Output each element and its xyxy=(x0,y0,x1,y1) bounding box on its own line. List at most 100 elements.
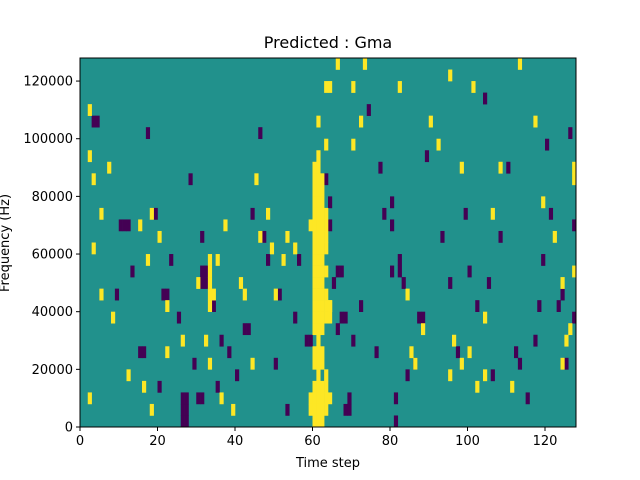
heatmap-cell-high xyxy=(312,311,317,324)
heatmap-cell-low xyxy=(506,161,511,174)
heatmap-cell-low xyxy=(339,265,344,278)
y-tick-label: 80000 xyxy=(32,190,73,205)
heatmap-cell-low xyxy=(235,369,240,382)
heatmap-cell-low xyxy=(417,311,422,324)
heatmap-cell-low xyxy=(324,173,329,186)
heatmap-cell-high xyxy=(316,357,321,370)
heatmap-cell-high xyxy=(316,403,321,416)
heatmap-cell-low xyxy=(169,254,174,266)
heatmap-cell-low xyxy=(517,357,523,370)
heatmap-cell-high xyxy=(320,300,325,312)
heatmap-cell-high xyxy=(219,392,224,405)
heatmap-cell-high xyxy=(320,207,325,220)
heatmap-cell-high xyxy=(99,288,104,301)
heatmap-cell-high xyxy=(320,392,325,405)
heatmap-cell-high xyxy=(324,219,329,232)
y-tick-label: 100000 xyxy=(23,132,73,147)
x-axis: 0 20 40 60 80 100 120 xyxy=(76,427,557,449)
plot-frame xyxy=(79,57,577,428)
heatmap-cell-high xyxy=(312,277,317,289)
heatmap-cell-low xyxy=(572,219,577,232)
heatmap-cell-low xyxy=(153,207,158,220)
heatmap-cell-low xyxy=(335,323,340,336)
heatmap-cell-high xyxy=(223,219,228,232)
heatmap-cell-high xyxy=(359,115,364,128)
heatmap-cell-high xyxy=(320,230,325,243)
heatmap-cell-low xyxy=(448,277,453,289)
heatmap-cell-high xyxy=(308,403,313,416)
heatmap-cell-low xyxy=(215,380,220,393)
heatmap-cell-high xyxy=(204,334,209,347)
heatmap-cell-high xyxy=(111,311,116,324)
heatmap-cell-low xyxy=(347,392,352,405)
heatmap-cell-low xyxy=(351,334,356,347)
heatmap-cell-high xyxy=(533,115,538,128)
heatmap-cell-high xyxy=(312,357,317,370)
heatmap-cell-high xyxy=(87,104,92,116)
heatmap-cell-low xyxy=(114,288,120,301)
heatmap-cell-low xyxy=(293,311,298,324)
heatmap-cell-low xyxy=(126,219,131,232)
y-tick-label: 40000 xyxy=(32,305,73,320)
heatmap-cell-high xyxy=(324,242,329,255)
heatmap-cell-high xyxy=(107,161,112,174)
heatmap-cell-low xyxy=(486,277,492,289)
heatmap-cell-high xyxy=(316,380,321,393)
heatmap-cell-low xyxy=(285,403,290,416)
y-axis: 0 20000 40000 60000 80000 100000 120000 xyxy=(23,75,80,436)
heatmap-cell-low xyxy=(227,346,232,359)
heatmap-cell-high xyxy=(324,265,329,278)
heatmap-cell-low xyxy=(180,415,185,428)
heatmap-cell-low xyxy=(533,334,538,347)
heatmap-cell-high xyxy=(99,207,104,220)
heatmap-cell-high xyxy=(351,138,356,151)
heatmap-cell-low xyxy=(343,403,348,416)
heatmap-cell-low xyxy=(204,277,209,289)
heatmap-cell-low xyxy=(273,357,278,370)
heatmap-cell-low xyxy=(200,265,205,278)
heatmap-cell-high xyxy=(483,311,488,324)
heatmap-cell-low xyxy=(335,265,340,278)
heatmap-cell-low xyxy=(545,138,550,151)
heatmap-cell-low xyxy=(390,219,395,232)
heatmap-cell-high xyxy=(560,277,565,289)
heatmap-cell-low xyxy=(467,265,472,278)
heatmap-cell-high xyxy=(316,219,321,232)
heatmap-cell-high xyxy=(149,403,154,416)
heatmap-cell-low xyxy=(176,311,182,324)
heatmap-cell-low xyxy=(475,300,480,312)
heatmap-cell-high xyxy=(215,254,220,266)
heatmap-cell-high xyxy=(564,334,569,347)
heatmap-cell-high xyxy=(320,265,325,278)
heatmap-cell-high xyxy=(320,196,325,209)
y-tick-label: 120000 xyxy=(23,75,73,90)
heatmap-cell-high xyxy=(316,161,321,174)
heatmap-cell-low xyxy=(378,161,383,174)
heatmap-cell-high xyxy=(242,288,247,301)
heatmap-cell-high xyxy=(207,288,213,301)
heatmap-cell-high xyxy=(320,288,325,301)
heatmap-cell-high xyxy=(207,357,213,370)
heatmap-cell-low xyxy=(157,380,162,393)
heatmap-cell-low xyxy=(304,334,309,347)
heatmap-cell-high xyxy=(324,207,329,220)
heatmap-cell-high xyxy=(572,161,577,174)
heatmap-cell-high xyxy=(459,161,464,174)
heatmap-cell-high xyxy=(269,242,275,255)
heatmap-cell-low xyxy=(184,392,189,405)
heatmap-cell-low xyxy=(339,311,344,324)
x-tick-label: 60 xyxy=(304,434,321,449)
heatmap-cell-low xyxy=(180,403,185,416)
heatmap-cell-high xyxy=(541,196,546,209)
heatmap-cell-low xyxy=(262,230,267,243)
heatmap-cell-low xyxy=(246,323,251,336)
heatmap-cell-low xyxy=(161,288,166,301)
heatmap-cell-high xyxy=(312,242,317,255)
heatmap-cell-low xyxy=(200,392,205,405)
heatmap-cell-high xyxy=(285,230,290,243)
heatmap-cell-low xyxy=(200,277,205,289)
heatmap-cell-high xyxy=(312,403,317,416)
heatmap-cell-low xyxy=(308,334,313,347)
heatmap-cell-low xyxy=(258,127,263,140)
heatmap-cell-low xyxy=(483,92,488,105)
